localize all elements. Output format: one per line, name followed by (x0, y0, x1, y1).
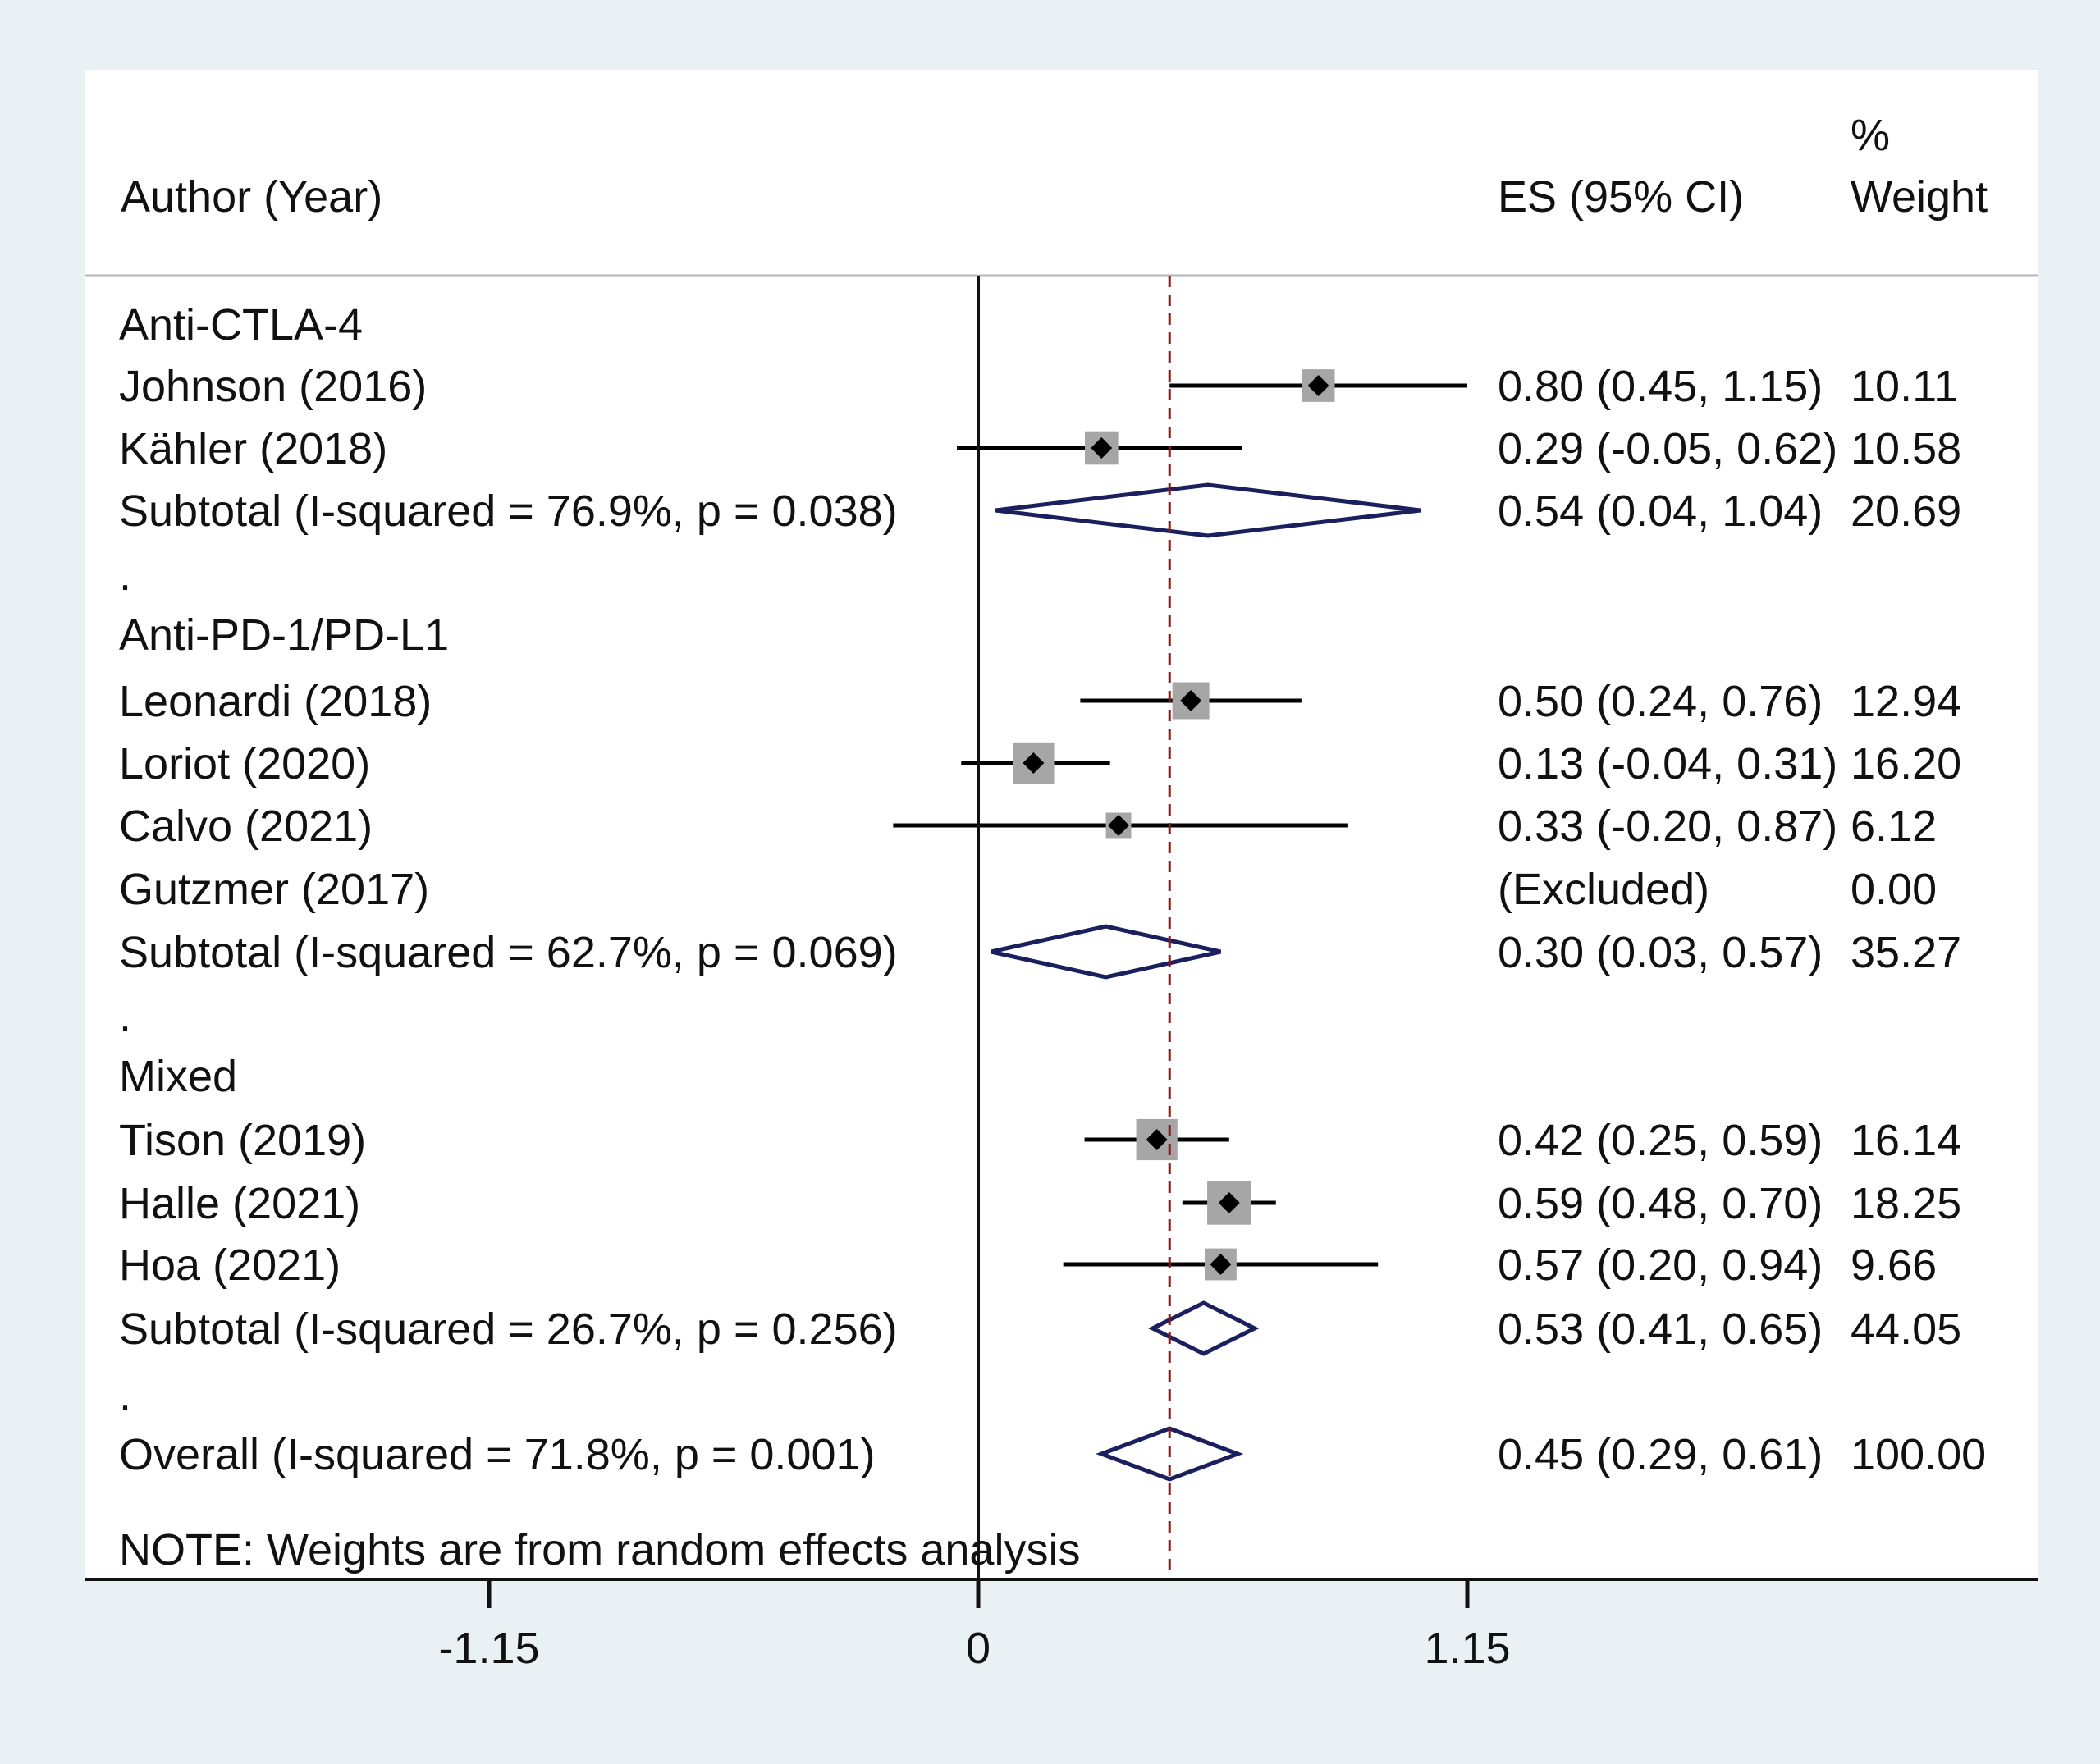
point-estimate (1218, 1192, 1240, 1213)
es-ci-text: 0.59 (0.48, 0.70) (1498, 1179, 1823, 1228)
es-ci-text: (Excluded) (1498, 865, 1709, 914)
x-axis-ticks: -1.15 0 1.15 (438, 1579, 1511, 1673)
es-ci-text: 0.45 (0.29, 0.61) (1498, 1430, 1823, 1479)
header-weight-label: Weight (1851, 172, 1988, 222)
es-ci-text: 0.33 (-0.20, 0.87) (1498, 802, 1837, 851)
group-label: Anti-PD-1/PD-L1 (119, 610, 449, 660)
point-estimate (1108, 815, 1130, 836)
x-tick-label: 0 (966, 1624, 991, 1673)
group-label: Anti-CTLA-4 (119, 300, 363, 350)
es-ci-text: 0.30 (0.03, 0.57) (1498, 928, 1823, 977)
es-ci-text: 0.54 (0.04, 1.04) (1498, 487, 1823, 536)
point-estimate (1180, 690, 1202, 711)
weight-text: 9.66 (1851, 1241, 1937, 1290)
es-ci-text: 0.13 (-0.04, 0.31) (1498, 739, 1837, 788)
study-label: Gutzmer (2017) (119, 865, 429, 914)
weight-text: 12.94 (1851, 677, 1961, 726)
footnote: NOTE: Weights are from random effects an… (119, 1525, 1080, 1574)
es-ci-text: 0.80 (0.45, 1.15) (1498, 362, 1823, 411)
header-weight-percent: % (1851, 111, 1890, 160)
study-label: Kähler (2018) (119, 424, 387, 473)
weight-text: 6.12 (1851, 802, 1937, 851)
weight-text: 10.11 (1851, 362, 1958, 411)
subtotal-label: Subtotal (I-squared = 26.7%, p = 0.256) (119, 1305, 898, 1354)
weight-text: 18.25 (1851, 1179, 1961, 1228)
weight-text: 100.00 (1851, 1430, 1986, 1479)
es-ci-text: 0.53 (0.41, 0.65) (1498, 1305, 1823, 1354)
study-label: Tison (2019) (119, 1116, 366, 1165)
subtotal-label: Subtotal (I-squared = 76.9%, p = 0.038) (119, 487, 898, 536)
study-label: Hoa (2021) (119, 1241, 341, 1290)
x-tick-label: 1.15 (1424, 1624, 1510, 1673)
point-estimate (1023, 752, 1045, 774)
spacer-dot: . (119, 992, 131, 1041)
point-estimate (1091, 437, 1113, 459)
rows-layer: Anti-CTLA-4 Johnson (2016) 0.80 (0.45, 1.1… (119, 300, 1986, 1482)
study-label: Leonardi (2018) (119, 677, 432, 726)
spacer-dot: . (119, 1371, 131, 1420)
weight-text: 44.05 (1851, 1305, 1961, 1354)
header-es-label: ES (95% CI) (1498, 172, 1744, 222)
overall-diamond (1096, 1426, 1244, 1482)
group-label: Mixed (119, 1052, 237, 1101)
study-label: Johnson (2016) (119, 362, 427, 411)
subtotal-diamond (1147, 1300, 1260, 1356)
study-label: Loriot (2020) (119, 739, 370, 788)
spacer-dot: . (119, 551, 131, 600)
weight-text: 35.27 (1851, 928, 1961, 977)
point-estimate (1210, 1254, 1232, 1275)
point-estimate (1307, 375, 1329, 396)
subtotal-label: Subtotal (I-squared = 62.7%, p = 0.069) (119, 928, 898, 977)
es-ci-text: 0.50 (0.24, 0.76) (1498, 677, 1823, 726)
study-label: Halle (2021) (119, 1179, 360, 1228)
weight-text: 16.20 (1851, 739, 1961, 788)
study-label: Calvo (2021) (119, 802, 373, 851)
x-tick-label: -1.15 (438, 1624, 539, 1673)
weight-text: 16.14 (1851, 1116, 1961, 1165)
subtotal-diamond (995, 482, 1421, 538)
es-ci-text: 0.42 (0.25, 0.59) (1498, 1116, 1823, 1165)
point-estimate (1146, 1129, 1168, 1150)
subtotal-diamond (991, 924, 1221, 980)
weight-text: 20.69 (1851, 487, 1961, 536)
overall-label: Overall (I-squared = 71.8%, p = 0.001) (119, 1430, 876, 1479)
header-study-label: Author (Year) (121, 172, 382, 222)
weight-text: 10.58 (1851, 424, 1961, 473)
es-ci-text: 0.29 (-0.05, 0.62) (1498, 424, 1837, 473)
es-ci-text: 0.57 (0.20, 0.94) (1498, 1241, 1823, 1290)
weight-text: 0.00 (1851, 865, 1937, 914)
